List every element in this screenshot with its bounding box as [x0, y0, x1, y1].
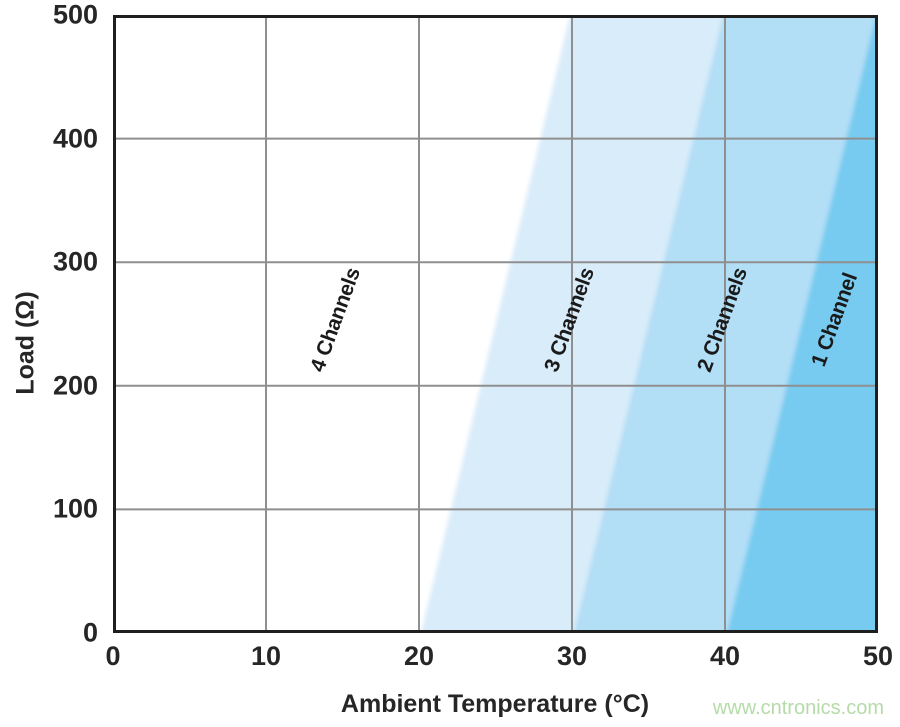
- band-region-1-channel: [726, 15, 878, 633]
- watermark-text: www.cntronics.com: [712, 697, 884, 719]
- x-tick-label-0: 0: [105, 641, 121, 671]
- y-tick-label-400: 400: [52, 123, 98, 154]
- x-tick-label-10: 10: [250, 641, 282, 671]
- plot-border: [113, 15, 878, 633]
- y-tick-label-100: 100: [52, 493, 98, 524]
- y-tick-label-0: 0: [82, 617, 98, 648]
- band-regions: [113, 15, 878, 633]
- y-tick-label-200: 200: [52, 370, 98, 401]
- y-tick-label-500: 500: [52, 0, 98, 30]
- x-tick-label-20: 20: [403, 641, 435, 671]
- gridlines: [113, 15, 878, 633]
- x-axis-title: Ambient Temperature (°C): [340, 690, 650, 718]
- plot-area: 4 Channels 3 Channels 2 Channels 1 Channel: [113, 15, 878, 633]
- x-tick-label-30: 30: [556, 641, 588, 671]
- x-tick-label-50: 50: [862, 641, 894, 671]
- band-region-4-channels: [113, 15, 571, 633]
- y-tick-label-300: 300: [52, 246, 98, 277]
- x-tick-label-40: 40: [709, 641, 741, 671]
- band-plot-canvas: [113, 15, 878, 633]
- y-axis-title: Load (Ω): [11, 291, 40, 395]
